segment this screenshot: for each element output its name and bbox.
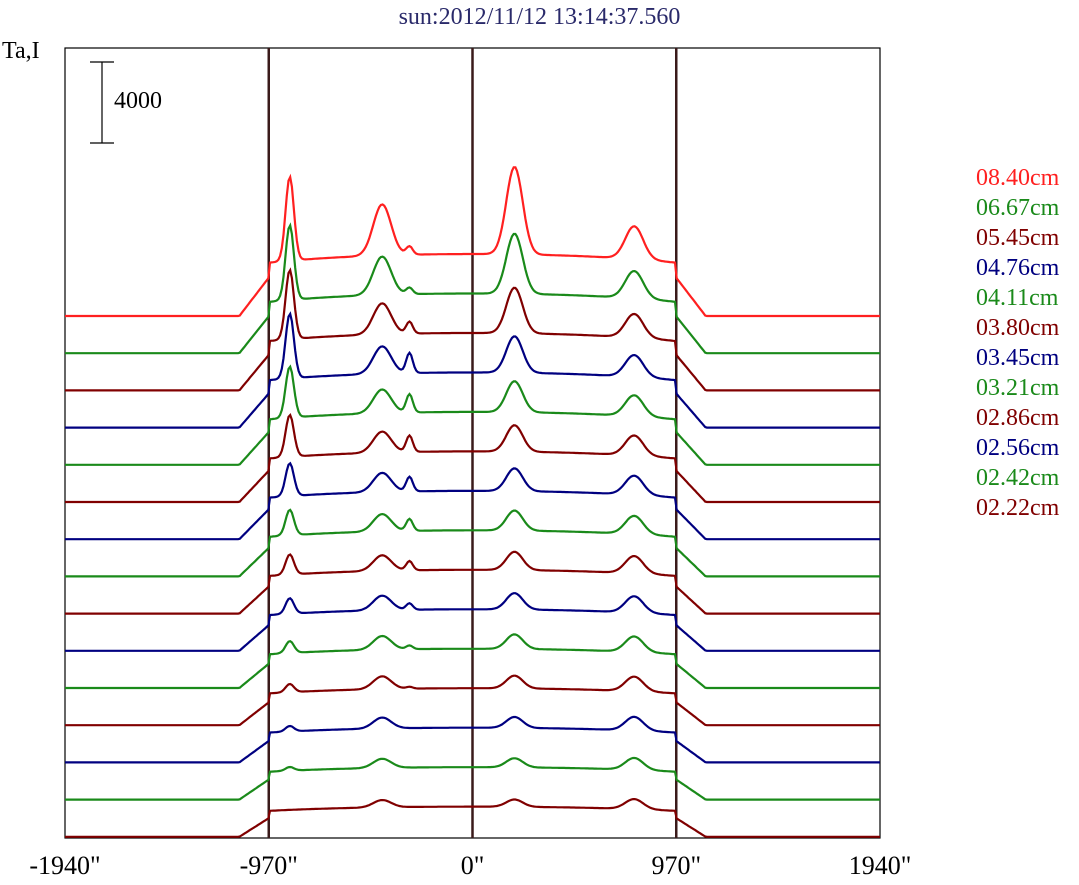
x-tick-label: 970" [651, 851, 702, 880]
series-line-1 [65, 222, 880, 355]
x-tick-label: -970" [239, 851, 298, 880]
series-line-10 [65, 633, 880, 690]
legend-entry: 08.40cm [976, 165, 1060, 191]
series-line-14 [65, 797, 880, 838]
series-line-6 [65, 461, 880, 541]
series-line-8 [65, 550, 880, 615]
series-line-3 [65, 311, 880, 429]
series-line-0 [65, 166, 880, 318]
legend: 08.40cm 06.67cm 05.45cm 04.76cm 04.11cm 03.80… [976, 163, 1059, 523]
series-line-13 [65, 756, 880, 801]
legend-entry: 05.45cm [976, 225, 1060, 251]
scale-bar [90, 61, 114, 144]
series-line-11 [65, 674, 880, 727]
legend-entry: 02.86cm [976, 405, 1060, 431]
series-line-5 [65, 413, 880, 504]
legend-entry: 03.45cm [976, 345, 1060, 371]
x-tick-label: 1940" [848, 851, 912, 880]
legend-entry: 02.56cm [976, 435, 1060, 461]
scale-bar-label: 4000 [114, 88, 162, 114]
legend-entry: 02.42cm [976, 465, 1060, 491]
series-line-12 [65, 715, 880, 764]
legend-entry: 04.11cm [976, 285, 1059, 311]
x-tick-label: 0" [460, 851, 485, 880]
legend-entry: 03.21cm [976, 375, 1060, 401]
y-axis-label: Ta,I [2, 38, 40, 64]
legend-entry: 03.80cm [976, 315, 1060, 341]
series-lines [65, 166, 880, 838]
series-line-7 [65, 508, 880, 578]
series-line-4 [65, 364, 880, 466]
chart-title: sun:2012/11/12 13:14:37.560 [398, 4, 681, 30]
legend-entry: 02.22cm [976, 495, 1060, 521]
legend-entry: 06.67cm [976, 195, 1060, 221]
series-line-9 [65, 592, 880, 652]
series-line-2 [65, 267, 880, 392]
vertical-reference-lines [267, 48, 678, 838]
x-tick-label: -1940" [29, 851, 101, 880]
legend-entry: 04.76cm [976, 255, 1060, 281]
